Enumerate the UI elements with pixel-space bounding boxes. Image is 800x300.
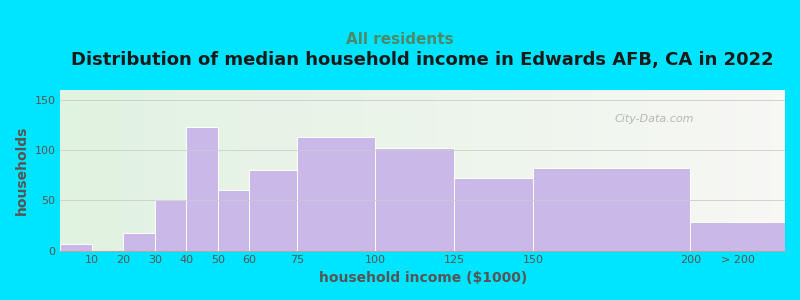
Bar <box>155 200 186 250</box>
Bar <box>375 148 454 250</box>
Bar <box>186 127 218 250</box>
Bar <box>250 170 297 250</box>
Bar <box>218 190 250 250</box>
Y-axis label: households: households <box>15 126 29 215</box>
Bar <box>533 168 690 250</box>
Text: City-Data.com: City-Data.com <box>615 114 694 124</box>
Title: Distribution of median household income in Edwards AFB, CA in 2022: Distribution of median household income … <box>71 51 774 69</box>
Bar <box>123 232 155 250</box>
Bar <box>297 137 375 250</box>
Text: All residents: All residents <box>346 32 454 46</box>
Bar <box>690 223 785 250</box>
Bar <box>61 244 92 250</box>
X-axis label: household income ($1000): household income ($1000) <box>318 271 527 285</box>
Bar <box>454 178 533 250</box>
